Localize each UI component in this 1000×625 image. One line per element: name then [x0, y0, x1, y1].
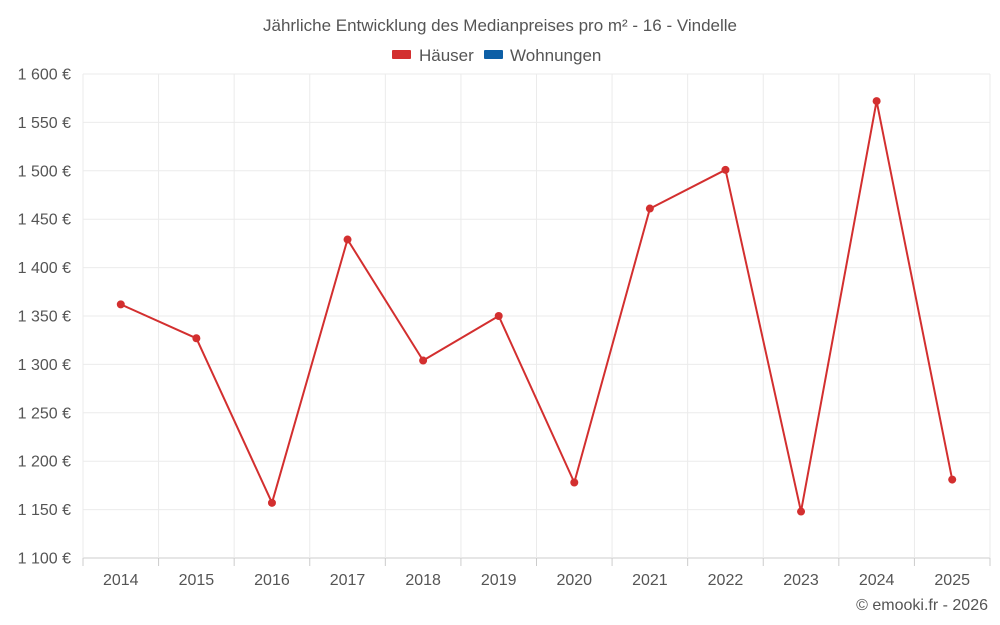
chart-title: Jährliche Entwicklung des Medianpreises …: [263, 16, 737, 35]
y-tick-label: 1 100 €: [18, 551, 71, 568]
legend-label-2[interactable]: Wohnungen: [510, 46, 601, 65]
series-line-1: [120, 100, 954, 513]
x-tick-label: 2020: [556, 572, 592, 589]
data-point-2018[interactable]: [419, 356, 428, 365]
x-tick-label: 2019: [481, 572, 517, 589]
data-point-2015[interactable]: [192, 334, 201, 343]
x-tick-label: 2014: [103, 572, 139, 589]
data-point-2016[interactable]: [267, 498, 276, 507]
series-layer: [116, 97, 957, 516]
x-tick-label: 2024: [859, 572, 895, 589]
x-tick-label: 2025: [934, 572, 970, 589]
y-tick-label: 1 150 €: [18, 502, 71, 519]
legend-label-1[interactable]: Häuser: [419, 46, 474, 65]
y-tick-label: 1 600 €: [18, 67, 71, 84]
grid: [82, 73, 991, 559]
y-tick-label: 1 450 €: [18, 212, 71, 229]
legend-swatch-1: [392, 50, 411, 59]
x-tick-label: 2022: [708, 572, 744, 589]
x-tick-label: 2023: [783, 572, 819, 589]
data-point-2014[interactable]: [116, 300, 125, 309]
x-tick-label: 2015: [179, 572, 215, 589]
x-tick-label: 2017: [330, 572, 366, 589]
y-tick-label: 1 500 €: [18, 163, 71, 180]
data-point-2023[interactable]: [797, 507, 806, 516]
x-tick-label: 2018: [405, 572, 441, 589]
y-tick-label: 1 550 €: [18, 115, 71, 132]
data-point-2022[interactable]: [721, 165, 730, 174]
data-point-2017[interactable]: [343, 235, 352, 244]
x-tick-label: 2016: [254, 572, 290, 589]
data-point-2024[interactable]: [872, 97, 881, 106]
credit: © emooki.fr - 2026: [856, 597, 988, 614]
y-tick-label: 1 400 €: [18, 260, 71, 277]
data-point-2020[interactable]: [570, 478, 579, 487]
legend: Häuser Wohnungen: [392, 46, 601, 65]
data-point-2019[interactable]: [494, 312, 503, 320]
y-tick-label: 1 350 €: [18, 309, 71, 326]
x-axis: 2014 2015 2016 2017 2018 2019 2020 2021 2022 2023…: [82, 558, 991, 589]
y-tick-label: 1 300 €: [18, 357, 71, 374]
legend-swatch-2: [484, 50, 503, 59]
y-axis: 1 100 € 1 150 € 1 200 € 1 250 € 1 300 € 1 350…: [18, 67, 71, 568]
data-point-2021[interactable]: [645, 204, 654, 213]
y-tick-label: 1 200 €: [18, 454, 71, 471]
x-tick-label: 2021: [632, 572, 668, 589]
y-tick-label: 1 250 €: [18, 405, 71, 422]
data-point-2025[interactable]: [948, 475, 957, 484]
